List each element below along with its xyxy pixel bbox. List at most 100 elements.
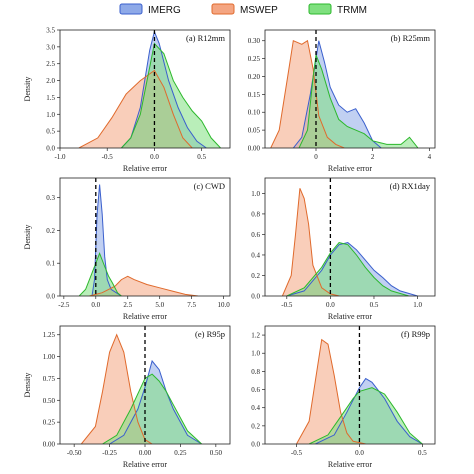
axes-frame	[264, 29, 436, 149]
y-tick-label: 0.10	[248, 109, 261, 117]
legend-swatch-imerg	[119, 3, 143, 15]
density-line-trmm	[121, 42, 221, 148]
x-tick-label: 10.0	[217, 301, 230, 309]
density-line-trmm	[102, 373, 203, 444]
x-tick-label: 0.50	[210, 449, 223, 457]
density-line-mswep	[80, 333, 153, 444]
plot-area	[270, 30, 419, 148]
density-area-mswep	[270, 40, 345, 148]
y-tick-label: 0.4	[251, 251, 260, 259]
density-area-trmm	[299, 55, 418, 148]
density-area-trmm	[102, 374, 202, 444]
y-tick-label: 0.20	[248, 73, 261, 81]
y-tick-label: 0.5	[46, 128, 55, 136]
y-tick-label: 0.3	[46, 194, 55, 202]
axes-frame	[264, 325, 436, 445]
plot-area	[78, 178, 199, 296]
y-tick-label: 0.00	[248, 145, 261, 153]
axes-frame	[264, 177, 436, 297]
y-tick-label: 0.25	[43, 419, 56, 427]
y-tick-label: 2.5	[46, 60, 55, 68]
panel-6: -0.5 0.0 0.5 0.0 0.2 0.4 0.6 0.8 1.0 1.2 Relative …	[251, 325, 436, 469]
legend: IMERG MSWEP TRMM	[119, 3, 367, 16]
axes-frame	[59, 29, 231, 149]
x-tick-label: 5.0	[155, 301, 164, 309]
panel-title: (f) R99p	[401, 329, 430, 339]
panel-2: 0 2 4 0.00 0.05 0.10 0.15 0.20 0.25 0.30 Relative …	[248, 29, 436, 173]
plot-area	[281, 178, 418, 296]
x-tick-label: 0.0	[326, 301, 335, 309]
x-tick-label: 0.0	[91, 301, 100, 309]
x-tick-label: 2	[371, 153, 375, 161]
y-tick-label: 0.2	[251, 272, 260, 280]
density-area-mswep	[296, 339, 366, 444]
y-tick-label: 0.8	[251, 210, 260, 218]
density-line-mswep	[296, 338, 366, 444]
panel-title: (e) R95p	[195, 329, 225, 339]
legend-label-mswep: MSWEP	[240, 5, 278, 16]
x-tick-label: 7.5	[187, 301, 196, 309]
y-tick-label: 1.0	[251, 350, 260, 358]
legend-swatch-trmm	[308, 3, 332, 15]
x-tick-label: 0.0	[150, 153, 159, 161]
y-tick-label: 0.0	[46, 145, 55, 153]
panel-3: -2.5 0.0 2.5 5.0 7.5 10.00.00.10.20.3Relative…	[23, 177, 231, 321]
x-tick-label: -0.5	[281, 301, 293, 309]
x-tick-label: 0.25	[174, 449, 187, 457]
density-line-mswep	[281, 188, 340, 296]
plot-area	[80, 326, 203, 444]
density-area-trmm	[286, 242, 409, 296]
plot-area	[78, 30, 221, 148]
x-tick-label: 0.5	[370, 301, 379, 309]
x-axis-label: Relative error	[123, 312, 168, 321]
y-tick-label: 1.0	[46, 111, 55, 119]
panel-title: (d) RX1day	[390, 181, 431, 191]
y-tick-label: 2.0	[46, 77, 55, 85]
y-tick-label: 3.5	[46, 27, 55, 35]
x-tick-label: 0.0	[355, 449, 364, 457]
y-tick-label: 0.6	[251, 231, 260, 239]
y-tick-label: 0.0	[251, 293, 260, 301]
y-tick-label: 1.2	[251, 332, 260, 340]
x-tick-label: -1.0	[54, 153, 66, 161]
x-tick-label: -2.5	[58, 301, 70, 309]
y-tick-label: 0.75	[43, 375, 56, 383]
x-tick-label: 0.5	[418, 449, 427, 457]
density-line-imerg	[121, 30, 207, 148]
x-tick-label: 2.5	[123, 301, 132, 309]
x-tick-label: -0.5	[291, 449, 303, 457]
y-tick-label: 0.8	[251, 368, 260, 376]
x-axis-label: Relative error	[123, 164, 168, 173]
density-line-imerg	[292, 40, 382, 148]
x-tick-label: 1.0	[413, 301, 422, 309]
density-line-imerg	[91, 184, 122, 296]
y-tick-label: 0.1	[46, 260, 55, 268]
panel-5: -0.50 -0.25 0.00 0.25 0.50 0.00 0.25 0.50 0.75 1.…	[23, 325, 231, 469]
x-axis-label: Relative error	[328, 312, 373, 321]
x-tick-label: 4	[428, 153, 432, 161]
density-line-trmm	[286, 242, 409, 296]
density-line-mswep	[270, 39, 345, 148]
x-axis-label: Relative error	[328, 460, 373, 469]
legend-label-trmm: TRMM	[337, 5, 367, 16]
density-area-mswep	[282, 188, 340, 296]
x-tick-label: -0.25	[102, 449, 117, 457]
y-tick-label: 0.30	[248, 37, 261, 45]
y-tick-label: 1.5	[46, 94, 55, 102]
density-area-trmm	[79, 253, 122, 296]
density-line-imerg	[315, 377, 423, 444]
y-tick-label: 1.00	[43, 353, 56, 361]
x-tick-label: 0.00	[139, 449, 152, 457]
y-tick-label: 3.0	[46, 43, 55, 51]
axes-frame	[59, 177, 231, 297]
panel-1: -1.0 -0.5 0.0 0.5 0.0 0.5 1.0 1.5 2.0 2.5 3.0 3.5 Re…	[23, 27, 231, 173]
y-axis-label: Density	[23, 77, 32, 102]
y-tick-label: 0.15	[248, 91, 261, 99]
y-tick-label: 0.0	[251, 441, 260, 449]
density-line-trmm	[298, 53, 419, 148]
panel-title: (a) R12mm	[186, 33, 225, 43]
density-line-mswep	[89, 275, 199, 296]
panel-4: -0.5 0.0 0.5 1.0 0.0 0.2 0.4 0.6 0.8 1.0 Relative …	[251, 177, 436, 321]
x-tick-label: 0.5	[197, 153, 206, 161]
